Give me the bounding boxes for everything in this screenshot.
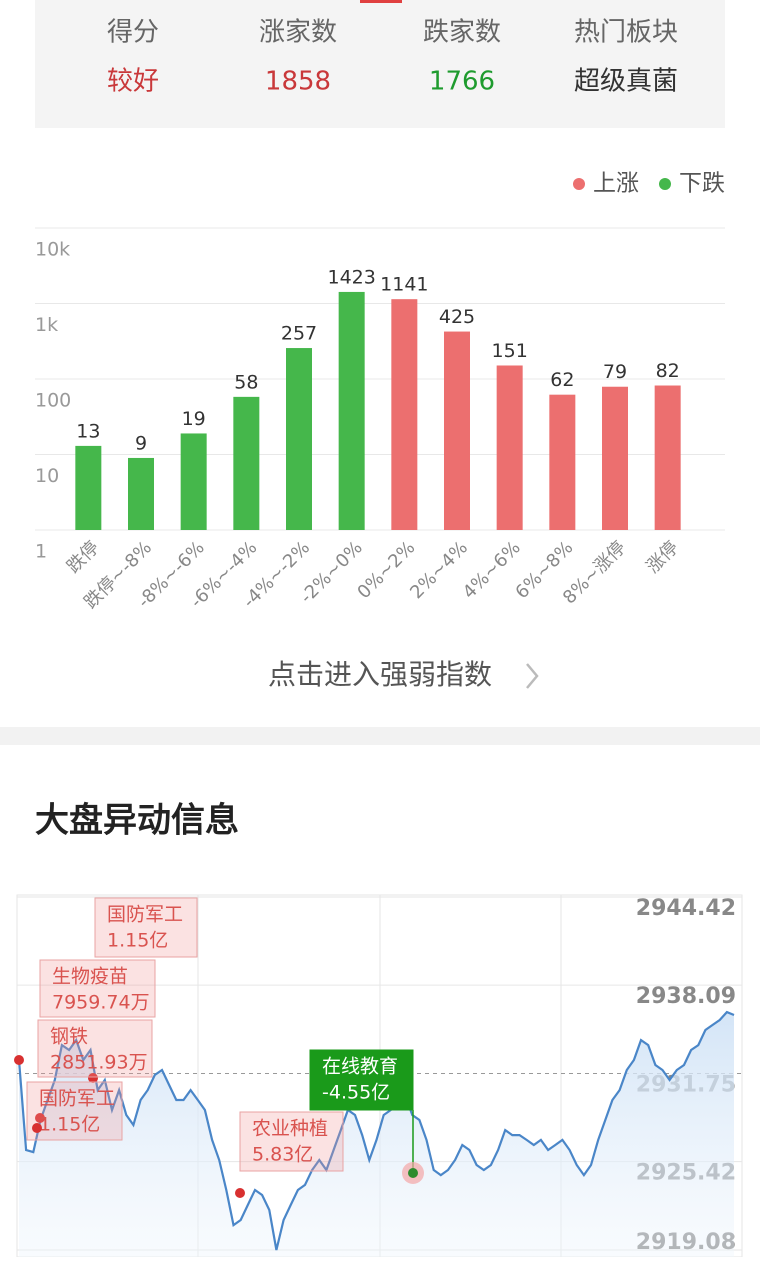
value-label: 1423: [327, 266, 375, 288]
summary-header: 热门板块: [574, 18, 678, 48]
x-tick-label: 0%~2%: [353, 537, 419, 603]
link-row[interactable]: 点击进入强弱指数: [268, 658, 539, 691]
y-tick-label: 1k: [35, 314, 58, 336]
value-label: 9: [135, 432, 147, 454]
annotation-amount: -4.55亿: [322, 1082, 390, 1104]
annotation-label: 国防军工: [39, 1088, 115, 1110]
summary-value: 较好: [107, 67, 159, 97]
annotation-box: [94, 897, 198, 958]
section-title: 大盘异动信息: [35, 801, 239, 841]
value-label: 19: [182, 408, 206, 430]
value-label: 62: [550, 369, 574, 391]
bar: [180, 433, 207, 530]
line-area: [19, 1012, 734, 1257]
x-tick-label: 4%~6%: [459, 537, 525, 603]
annotation-label: 生物疫苗: [52, 966, 128, 988]
bar: [233, 396, 260, 530]
annotation-amount: 1.15亿: [107, 930, 168, 952]
y-tick-label: 10k: [35, 239, 70, 261]
y-tick-label: 2938.09: [636, 984, 736, 1009]
summary-value: 1858: [265, 67, 331, 97]
annotation-label: 农业种植: [252, 1118, 328, 1140]
annotation-box: [39, 959, 156, 1018]
chevron: [526, 663, 539, 689]
annotation-dot: [88, 1073, 98, 1083]
y-tick-label: 1: [35, 541, 47, 563]
value-label: 13: [76, 420, 100, 442]
value-label: 1141: [380, 274, 428, 296]
x-tick-label: 跌停: [63, 537, 103, 577]
bar: [338, 291, 365, 530]
value-label: 58: [234, 371, 258, 393]
annotation-dot: [14, 1055, 24, 1065]
annotation-dot: [35, 1113, 45, 1123]
annotation-label: 在线教育: [322, 1056, 398, 1078]
bar: [128, 457, 154, 530]
annotation-label: 钢铁: [50, 1026, 88, 1048]
bar: [391, 299, 418, 530]
annotation-box: [239, 1111, 344, 1172]
value-label: 257: [281, 323, 317, 345]
summary-value: 超级真菌: [574, 67, 678, 97]
annotation-label: 国防军工: [107, 904, 183, 926]
value-label: 425: [439, 306, 475, 328]
annotation-amount: 1.15亿: [39, 1114, 100, 1136]
bar: [444, 331, 470, 530]
x-tick-label: 涨停: [642, 537, 682, 577]
annotation-box: [37, 1019, 153, 1078]
summary-panel: [35, 0, 725, 128]
annotation-amount: 5.83亿: [252, 1144, 313, 1166]
line: [17, 1010, 735, 1251]
y-tick-label: 2944.42: [636, 896, 736, 921]
bar: [654, 385, 681, 530]
bar: [549, 394, 576, 530]
annotation-dot: [235, 1188, 245, 1198]
bar: [75, 445, 102, 530]
section-separator: [0, 727, 760, 745]
summary-value: 1766: [429, 67, 495, 97]
summary-header: 涨家数: [259, 18, 337, 48]
annotation-amount: 7959.74万: [52, 992, 150, 1014]
summary-header: 跌家数: [423, 18, 501, 48]
bar: [602, 386, 628, 530]
annotation-box: [26, 1081, 123, 1141]
legend-label: 下跌: [679, 171, 725, 197]
legend-marker: [659, 178, 671, 190]
value-label: 79: [603, 361, 627, 383]
legend-label: 上涨: [593, 171, 639, 197]
value-label: 151: [492, 340, 528, 362]
annotation-box: [309, 1049, 414, 1111]
bar: [286, 348, 312, 530]
annotation-dot: [408, 1168, 418, 1178]
value-label: 82: [656, 360, 680, 382]
link-text[interactable]: 点击进入强弱指数: [268, 658, 492, 691]
annotation-amount: 2851.93万: [50, 1052, 148, 1074]
y-tick-label: 100: [35, 390, 71, 412]
annotation-dot: [32, 1123, 42, 1133]
y-tick-label: 10: [35, 465, 59, 487]
x-tick-label: 2%~4%: [406, 537, 472, 603]
summary-header: 得分: [107, 18, 159, 48]
tab-indicator: [360, 0, 402, 3]
legend-marker: [573, 178, 585, 190]
bar: [496, 365, 523, 530]
